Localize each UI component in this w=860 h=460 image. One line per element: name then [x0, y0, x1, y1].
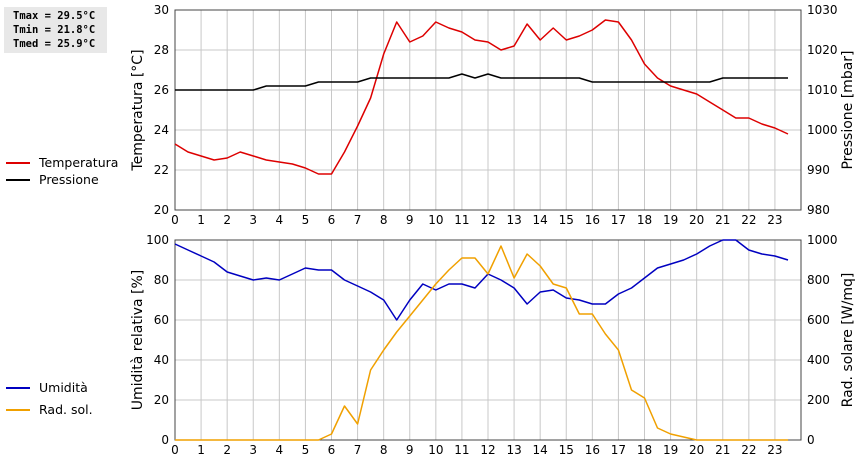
y-tick-label-right: 200: [807, 393, 830, 407]
y-tick-label-right: 0: [807, 433, 815, 447]
legend-label-pressure: Pressione: [39, 172, 99, 187]
y-tick-label-right: 990: [807, 163, 830, 177]
y-tick-label-right: 400: [807, 353, 830, 367]
y-tick-label-left: 26: [154, 83, 169, 97]
tmed-label: Tmed = 25.9°C: [13, 38, 96, 50]
x-tick-label: 17: [611, 213, 626, 227]
chart-panel-bottom: 0 1 2 3 4 5 6 7 8 9 10 11 12 13 14 15 16 17 18 19 20 21 22 2302…: [130, 233, 856, 457]
x-tick-label: 19: [663, 443, 678, 457]
x-tick-label: 7: [354, 443, 362, 457]
y-tick-label-right: 1000: [807, 233, 838, 247]
y-tick-label-left: 24: [154, 123, 169, 137]
x-tick-label: 2: [223, 443, 231, 457]
x-tick-label: 14: [533, 443, 548, 457]
x-tick-label: 13: [506, 213, 521, 227]
x-tick-label: 9: [406, 443, 414, 457]
tmin-label: Tmin = 21.8°C: [13, 24, 96, 36]
x-tick-label: 22: [741, 443, 756, 457]
x-tick-label: 13: [506, 443, 521, 457]
y-tick-label-right: 600: [807, 313, 830, 327]
x-tick-label: 18: [637, 443, 652, 457]
x-tick-label: 16: [585, 443, 600, 457]
y-axis-label-left: Temperatura [°C]: [130, 49, 146, 171]
y-tick-label-left: 30: [154, 3, 169, 17]
legend-swatch-pressure: [6, 179, 30, 181]
y-tick-label-left: 60: [154, 313, 169, 327]
y-axis-label-right: Rad. solare [W/mq]: [840, 273, 856, 408]
x-tick-label: 22: [741, 213, 756, 227]
x-tick-label: 10: [428, 443, 443, 457]
x-tick-label: 23: [767, 213, 782, 227]
y-tick-label-left: 20: [154, 203, 169, 217]
tmax-label: Tmax = 29.5°C: [13, 10, 96, 22]
legend-swatch-temperature: [6, 162, 30, 164]
x-tick-label: 5: [302, 443, 310, 457]
y-tick-label-right: 1010: [807, 83, 838, 97]
x-tick-label: 3: [249, 213, 257, 227]
y-tick-label-right: 800: [807, 273, 830, 287]
y-tick-label-right: 1030: [807, 3, 838, 17]
x-tick-label: 5: [302, 213, 310, 227]
y-tick-label-right: 1000: [807, 123, 838, 137]
x-tick-label: 1: [197, 213, 205, 227]
x-tick-label: 0: [171, 443, 179, 457]
x-tick-label: 18: [637, 213, 652, 227]
plot-frame: [174, 9, 802, 211]
x-tick-label: 15: [559, 443, 574, 457]
x-tick-label: 9: [406, 213, 414, 227]
x-tick-label: 10: [428, 213, 443, 227]
series-line-pressione: [175, 73, 788, 91]
x-tick-label: 20: [689, 443, 704, 457]
x-tick-label: 4: [276, 213, 284, 227]
legend-label-humidity: Umidità: [39, 380, 88, 395]
legend-label-solar: Rad. sol.: [39, 402, 93, 417]
legend-label-temperature: Temperatura: [39, 155, 119, 170]
x-tick-label: 7: [354, 213, 362, 227]
legend-swatch-solar: [6, 409, 30, 411]
x-tick-label: 1: [197, 443, 205, 457]
x-tick-label: 23: [767, 443, 782, 457]
x-tick-label: 19: [663, 213, 678, 227]
legend-swatch-humidity: [6, 387, 30, 389]
series-line-temperatura: [174, 19, 789, 175]
y-axis-label-left: Umidità relativa [%]: [130, 270, 146, 411]
x-tick-label: 12: [480, 213, 495, 227]
x-tick-label: 16: [585, 213, 600, 227]
x-tick-label: 0: [171, 213, 179, 227]
x-tick-label: 8: [380, 213, 388, 227]
x-tick-label: 8: [380, 443, 388, 457]
y-tick-label-left: 40: [154, 353, 169, 367]
plot-frame: [174, 239, 802, 441]
x-tick-label: 17: [611, 443, 626, 457]
x-tick-label: 11: [454, 213, 469, 227]
series-line-umidit: [174, 239, 789, 321]
x-tick-label: 6: [328, 443, 336, 457]
y-tick-label-left: 22: [154, 163, 169, 177]
y-tick-label-left: 28: [154, 43, 169, 57]
x-tick-label: 11: [454, 443, 469, 457]
x-tick-label: 20: [689, 213, 704, 227]
stats-box: Tmax = 29.5°C Tmin = 21.8°C Tmed = 25.9°…: [4, 7, 107, 53]
x-tick-label: 21: [715, 213, 730, 227]
chart-panel-top: 0 1 2 3 4 5 6 7 8 9 10 11 12 13 14 15 16 17 18 19 20 21 22 2320…: [130, 3, 856, 227]
x-tick-label: 4: [276, 443, 284, 457]
y-tick-label-left: 100: [146, 233, 169, 247]
y-tick-label-left: 0: [161, 433, 169, 447]
x-tick-label: 12: [480, 443, 495, 457]
y-tick-label-left: 20: [154, 393, 169, 407]
x-tick-label: 3: [249, 443, 257, 457]
x-tick-label: 15: [559, 213, 574, 227]
x-tick-label: 14: [533, 213, 548, 227]
x-tick-label: 6: [328, 213, 336, 227]
x-tick-label: 2: [223, 213, 231, 227]
y-tick-label-right: 1020: [807, 43, 838, 57]
series-line-rad-sol: [175, 245, 788, 441]
y-tick-label-left: 80: [154, 273, 169, 287]
y-axis-label-right: Pressione [mbar]: [840, 50, 856, 169]
y-tick-label-right: 980: [807, 203, 830, 217]
x-tick-label: 21: [715, 443, 730, 457]
